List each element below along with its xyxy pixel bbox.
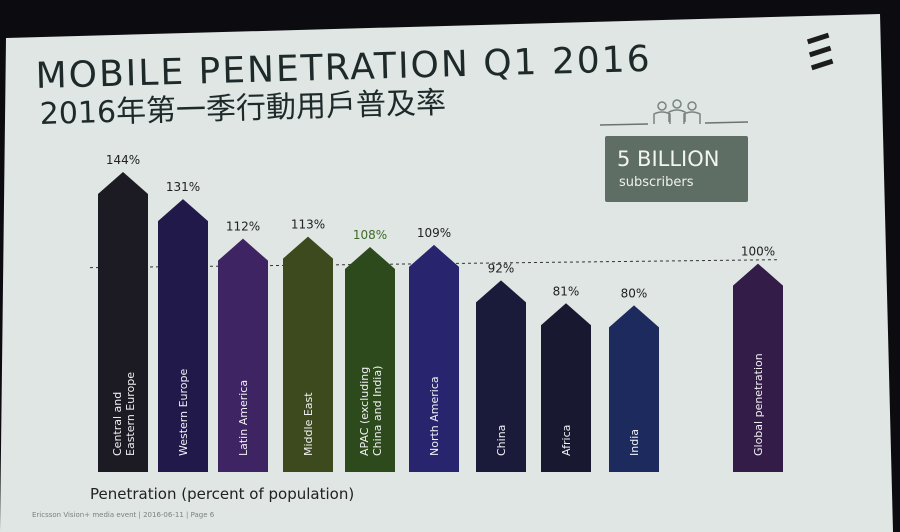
bar-shape bbox=[158, 199, 208, 473]
category-label-line: Global penetration bbox=[752, 353, 765, 456]
bars-layer: 144% Central andEastern Europe 131% Western… bbox=[89, 153, 783, 473]
callout-box bbox=[605, 136, 748, 202]
bar-shape bbox=[218, 238, 268, 472]
value-label: 109% bbox=[417, 226, 451, 240]
bar-7: 92% China bbox=[476, 261, 526, 472]
bar-shape bbox=[609, 305, 659, 472]
callout-caption: subscribers bbox=[619, 175, 694, 190]
category-label-line: North America bbox=[428, 376, 441, 456]
value-label: 112% bbox=[226, 220, 260, 234]
bar-shape bbox=[283, 236, 333, 472]
category-label-line: Latin America bbox=[237, 380, 250, 456]
bar-5: 108% APAC (excludingChina and India) bbox=[345, 228, 395, 472]
bar-3: 112% Latin America bbox=[218, 220, 268, 472]
value-label: 144% bbox=[106, 153, 140, 167]
value-label: 81% bbox=[553, 284, 580, 298]
bar-6: 109% North America bbox=[409, 226, 459, 472]
category-label: Africa bbox=[560, 425, 573, 456]
category-label-line: APAC (excluding bbox=[358, 367, 371, 456]
category-label-line: China bbox=[495, 425, 508, 456]
bar-shape bbox=[541, 303, 591, 472]
bar-shape bbox=[345, 247, 395, 472]
value-label: 80% bbox=[621, 286, 648, 300]
bar-1: 144% Central andEastern Europe bbox=[98, 153, 148, 472]
category-label: China bbox=[495, 425, 508, 456]
category-label-line: Africa bbox=[560, 425, 573, 456]
bar-shape bbox=[409, 244, 459, 472]
category-label: Middle East bbox=[302, 392, 315, 456]
axis-note: Penetration (percent of population) bbox=[90, 485, 354, 503]
value-label: 108% bbox=[353, 228, 387, 242]
category-label-line: Middle East bbox=[302, 392, 315, 456]
bar-shape bbox=[476, 280, 526, 472]
value-label: 113% bbox=[291, 218, 325, 232]
callout-rule-left bbox=[599, 123, 649, 126]
footer-text: Ericsson Vision+ media event | 2016-06-1… bbox=[32, 511, 215, 519]
value-label: 100% bbox=[741, 245, 775, 259]
category-label: APAC (excludingChina and India) bbox=[358, 366, 384, 456]
category-label-line: Eastern Europe bbox=[124, 372, 137, 456]
people-group-icon bbox=[653, 99, 701, 124]
bar-9: 80% India bbox=[609, 286, 659, 472]
category-label: Latin America bbox=[237, 380, 250, 456]
category-label: India bbox=[628, 429, 641, 456]
bar-4: 113% Middle East bbox=[283, 218, 333, 472]
callout-rule-right bbox=[704, 121, 749, 124]
category-label-line: China and India) bbox=[371, 366, 384, 456]
bar-shape bbox=[733, 263, 783, 472]
category-label: North America bbox=[428, 376, 441, 456]
category-label-line: Central and bbox=[111, 392, 124, 456]
category-label-line: Western Europe bbox=[177, 368, 190, 456]
subscribers-callout: 5 BILLION subscribers bbox=[599, 99, 749, 202]
value-label: 92% bbox=[488, 261, 515, 275]
bar-2: 131% Western Europe bbox=[158, 180, 208, 473]
category-label: Western Europe bbox=[177, 368, 190, 456]
category-label: Global penetration bbox=[752, 353, 765, 456]
callout-headline: 5 BILLION bbox=[617, 147, 719, 171]
category-label-line: India bbox=[628, 429, 641, 456]
value-label: 131% bbox=[166, 180, 200, 194]
bar-10: 100% Global penetration bbox=[733, 245, 783, 472]
category-label: Central andEastern Europe bbox=[111, 372, 137, 456]
ericsson-logo-icon bbox=[806, 32, 834, 71]
bar-8: 81% Africa bbox=[541, 284, 591, 472]
bar-shape bbox=[98, 172, 148, 472]
